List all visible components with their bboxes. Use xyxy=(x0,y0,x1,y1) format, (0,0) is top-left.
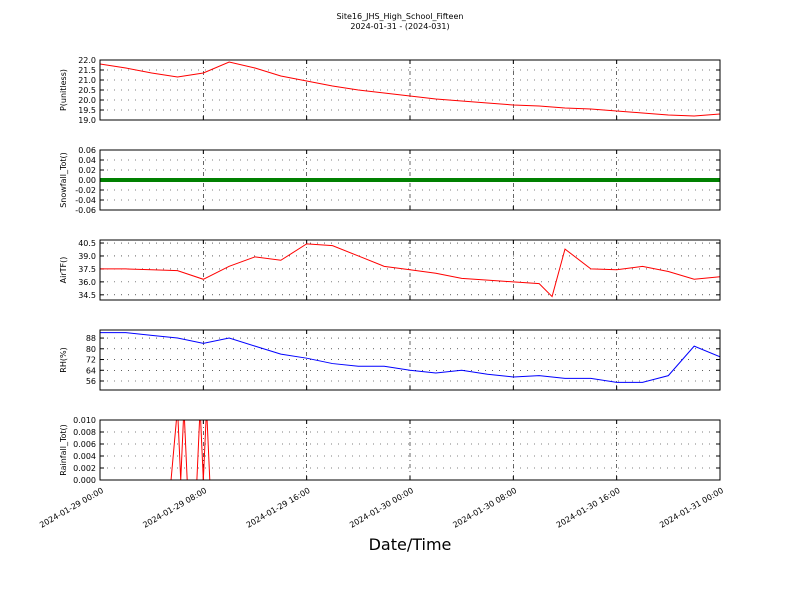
plot-frame xyxy=(99,329,721,391)
x-tick-label: 2024-01-30 00:00 xyxy=(348,486,415,530)
y-tick-label: 0.06 xyxy=(78,146,96,155)
y-axis-label: Snowfall_Tot() xyxy=(59,152,68,208)
y-tick-label: -0.06 xyxy=(75,206,96,215)
y-tick-label: 0.000 xyxy=(73,476,96,485)
y-tick-label: 36.0 xyxy=(78,278,96,287)
y-tick-label: 0.002 xyxy=(73,464,96,473)
y-tick-label: 20.5 xyxy=(78,86,96,95)
x-tick-label: 2024-01-29 00:00 xyxy=(38,486,105,530)
y-tick-label: 34.5 xyxy=(78,291,96,300)
x-tick-label: 2024-01-29 16:00 xyxy=(245,486,312,530)
y-tick-label: -0.04 xyxy=(75,196,96,205)
chart-title: Site16_JHS_High_School_Fifteen xyxy=(337,12,464,21)
y-axis-label: RH(%) xyxy=(59,347,68,372)
y-tick-label: 37.5 xyxy=(78,265,96,274)
y-tick-label: 19.0 xyxy=(78,116,96,125)
x-tick-label: 2024-01-30 08:00 xyxy=(451,486,518,530)
y-tick-label: 22.0 xyxy=(78,56,96,65)
x-tick-label: 2024-01-30 16:00 xyxy=(555,486,622,530)
y-tick-label: 0.004 xyxy=(73,452,96,461)
y-tick-label: -0.02 xyxy=(75,186,96,195)
data-line xyxy=(100,61,720,117)
x-tick-label: 2024-01-29 08:00 xyxy=(141,486,208,530)
y-tick-label: 0.010 xyxy=(73,416,96,425)
y-tick-label: 0.04 xyxy=(78,156,96,165)
y-tick-label: 80 xyxy=(86,345,96,354)
y-axis-label: AirTF() xyxy=(59,257,68,284)
plot-frame xyxy=(99,239,721,301)
x-axis-label: Date/Time xyxy=(369,535,452,554)
y-axis-label: P(unitless) xyxy=(59,69,68,111)
plot-frame xyxy=(99,59,721,121)
y-tick-label: 39.0 xyxy=(78,252,96,261)
y-tick-label: 20.0 xyxy=(78,96,96,105)
y-tick-label: 56 xyxy=(86,377,96,386)
y-tick-label: 0.006 xyxy=(73,440,96,449)
y-tick-label: 40.5 xyxy=(78,239,96,248)
plot-frame xyxy=(99,419,721,481)
y-tick-label: 0.02 xyxy=(78,166,96,175)
y-tick-label: 21.0 xyxy=(78,76,96,85)
data-line xyxy=(100,332,720,383)
y-tick-label: 0.00 xyxy=(78,176,96,185)
y-axis-label: Rainfall_Tot() xyxy=(59,424,68,476)
plot-frame xyxy=(99,149,721,211)
chart-subtitle: 2024-01-31 - (2024-031) xyxy=(350,22,449,31)
x-tick-label: 2024-01-31 00:00 xyxy=(658,486,725,530)
data-line xyxy=(100,243,720,298)
y-tick-label: 64 xyxy=(86,366,96,375)
y-tick-label: 88 xyxy=(86,334,96,343)
y-tick-label: 72 xyxy=(86,356,96,365)
y-tick-label: 21.5 xyxy=(78,66,96,75)
y-tick-label: 0.008 xyxy=(73,428,96,437)
y-tick-label: 19.5 xyxy=(78,106,96,115)
